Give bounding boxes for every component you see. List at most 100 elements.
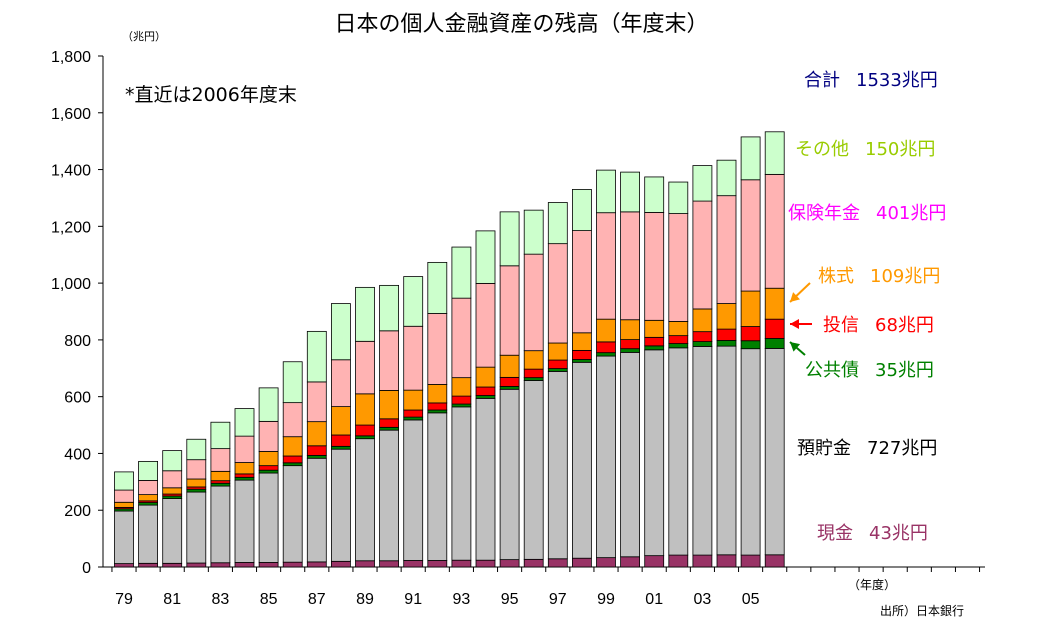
bar-other-92 (427, 261, 448, 314)
bar-insurance-89 (355, 340, 375, 395)
bar-bonds-02 (668, 343, 689, 349)
bar-deposits-92 (427, 412, 448, 561)
bar-bonds-86 (282, 462, 303, 467)
chart-title: 日本の個人金融資産の残高（年度末） (334, 12, 709, 37)
label-cash-value: 43兆円 (869, 523, 928, 544)
bar-cash-91 (403, 560, 424, 568)
bar-stocks-03 (692, 308, 713, 333)
bar-bonds-87 (306, 455, 327, 459)
bar-insurance-81 (162, 470, 183, 489)
bar-trusts-87 (306, 445, 327, 456)
bar-other-88 (330, 303, 351, 361)
bar-cash-83 (210, 562, 231, 568)
bar-stocks-87 (306, 421, 327, 447)
bar-stocks-93 (451, 377, 472, 397)
bar-insurance-04 (716, 195, 737, 304)
bar-bonds-96 (523, 377, 544, 381)
bar-insurance-86 (282, 402, 303, 438)
bar-insurance-05 (740, 179, 761, 292)
bar-deposits-82 (186, 491, 207, 564)
bar-insurance-01 (644, 212, 665, 321)
bar-bonds-99 (596, 352, 616, 357)
bar-bonds-91 (403, 416, 424, 421)
x-tick-label: 91 (404, 591, 422, 608)
bar-deposits-03 (692, 346, 713, 556)
bar-deposits-79 (114, 510, 134, 564)
bar-other-94 (475, 230, 496, 284)
bar-stocks-96 (523, 350, 544, 370)
bar-stocks-98 (572, 332, 592, 351)
label-other-name: その他 (795, 139, 849, 160)
bar-other-85 (258, 387, 279, 422)
bar-cash-86 (282, 561, 303, 568)
bar-stocks-01 (644, 319, 665, 338)
label-insurance-value: 401兆円 (876, 203, 947, 224)
bar-bonds-85 (258, 469, 279, 474)
bar-deposits-93 (451, 406, 472, 561)
bar-other-03 (692, 165, 713, 202)
bar-trusts-95 (499, 376, 520, 387)
x-tick-label: 95 (501, 591, 519, 608)
x-tick-label: 85 (260, 591, 278, 608)
bar-deposits-89 (355, 438, 375, 562)
bar-deposits-90 (379, 429, 400, 562)
bar-cash-87 (306, 561, 327, 568)
bar-deposits-85 (258, 472, 279, 563)
bar-cash-89 (355, 560, 375, 568)
x-tick-label: 79 (115, 591, 133, 608)
bar-bonds-83 (210, 482, 231, 487)
label-trusts-value: 68兆円 (875, 315, 934, 336)
label-total-value: 1533兆円 (856, 70, 938, 91)
bar-cash-85 (258, 562, 279, 568)
bar-cash-03 (692, 554, 713, 568)
bar-trusts-06 (764, 318, 785, 339)
label-stocks-name: 株式 (818, 266, 854, 287)
bar-insurance-82 (186, 459, 207, 480)
bar-deposits-97 (547, 371, 568, 560)
bar-stocks-92 (427, 384, 448, 404)
bar-deposits-05 (740, 348, 761, 556)
bar-insurance-87 (306, 381, 327, 423)
label-stocks: 株式 109兆円 (818, 262, 940, 288)
y-tick-label: 400 (64, 446, 91, 463)
bar-stocks-88 (330, 406, 351, 436)
label-deposits: 預貯金 727兆円 (797, 434, 937, 460)
bar-trusts-00 (620, 339, 640, 350)
bar-bonds-06 (764, 338, 785, 349)
bar-insurance-95 (499, 265, 520, 356)
bar-stocks-85 (258, 451, 279, 467)
bar-bonds-89 (355, 435, 375, 440)
bar-deposits-99 (596, 355, 616, 559)
bar-stocks-94 (475, 366, 496, 388)
bar-other-90 (379, 284, 400, 332)
bar-insurance-00 (620, 211, 640, 321)
bar-cash-82 (186, 562, 207, 568)
bar-trusts-05 (740, 326, 761, 342)
bar-cash-04 (716, 554, 737, 568)
y-tick-label: 1,400 (51, 163, 91, 180)
bar-cash-88 (330, 560, 351, 568)
bar-insurance-92 (427, 313, 448, 385)
bar-bonds-01 (644, 345, 665, 351)
bar-bonds-95 (499, 386, 520, 390)
bar-stocks-89 (355, 393, 375, 426)
bar-cash-06 (764, 554, 785, 568)
bar-cash-01 (644, 555, 665, 568)
x-tick-label: 01 (645, 591, 663, 608)
bar-bonds-00 (620, 348, 640, 353)
x-tick-label: 05 (742, 591, 760, 608)
bar-stocks-02 (668, 321, 689, 337)
bar-stocks-84 (234, 462, 255, 475)
label-bonds-name: 公共債 (805, 360, 859, 381)
bar-deposits-04 (716, 345, 737, 556)
bar-trusts-03 (692, 331, 713, 342)
bar-insurance-06 (764, 173, 785, 289)
bar-other-01 (644, 176, 665, 213)
bar-insurance-90 (379, 330, 400, 391)
bar-bonds-90 (379, 426, 400, 431)
bar-trusts-91 (403, 409, 424, 418)
label-total-name: 合計 (804, 70, 840, 91)
label-trusts-name: 投信 (823, 315, 859, 336)
chart-note: *直近は2006年度末 (125, 84, 297, 106)
bar-deposits-83 (210, 485, 231, 564)
